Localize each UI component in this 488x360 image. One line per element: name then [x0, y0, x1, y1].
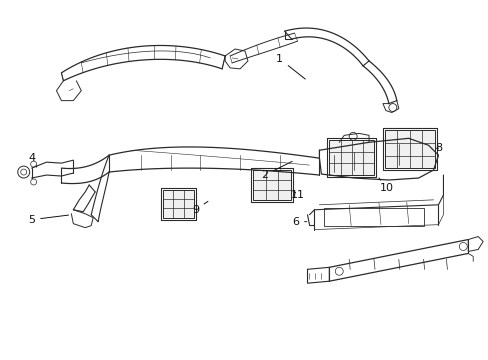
Text: 7: 7 [0, 359, 1, 360]
Bar [328, 140, 373, 175]
Text: 5: 5 [28, 215, 68, 225]
Text: 2: 2 [261, 161, 291, 180]
Text: 8: 8 [434, 143, 441, 153]
Bar [324, 208, 423, 226]
Text: 11: 11 [290, 190, 304, 200]
Text: 10: 10 [378, 178, 393, 193]
Bar [252, 170, 290, 200]
Text: 9: 9 [191, 201, 207, 215]
Bar [163, 190, 194, 218]
Text: 3: 3 [0, 359, 1, 360]
Text: 1: 1 [276, 54, 305, 79]
Text: 6: 6 [291, 217, 306, 227]
Text: 4: 4 [28, 153, 37, 167]
Bar [384, 130, 434, 168]
